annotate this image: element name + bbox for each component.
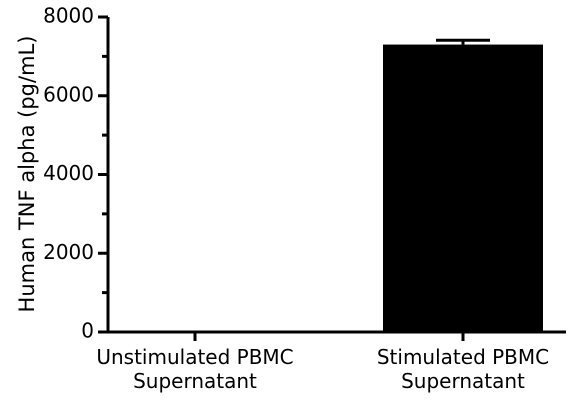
bars <box>383 38 543 332</box>
y-tick-label: 6000 <box>43 82 94 106</box>
category-label: Supernatant <box>401 369 525 393</box>
y-tick-label: 2000 <box>43 240 94 264</box>
category-label: Unstimulated PBMC <box>96 345 293 369</box>
y-tick-label: 4000 <box>43 161 94 185</box>
category-label: Supernatant <box>133 369 257 393</box>
bar <box>383 44 543 332</box>
y-tick-label: 0 <box>81 319 94 343</box>
category-label: Stimulated PBMC <box>377 345 549 369</box>
y-axis-title: Human TNF alpha (pg/mL) <box>15 36 39 313</box>
y-axis-ticks: 0 2000 4000 6000 8000 <box>43 4 108 343</box>
y-tick-label: 8000 <box>43 4 94 28</box>
